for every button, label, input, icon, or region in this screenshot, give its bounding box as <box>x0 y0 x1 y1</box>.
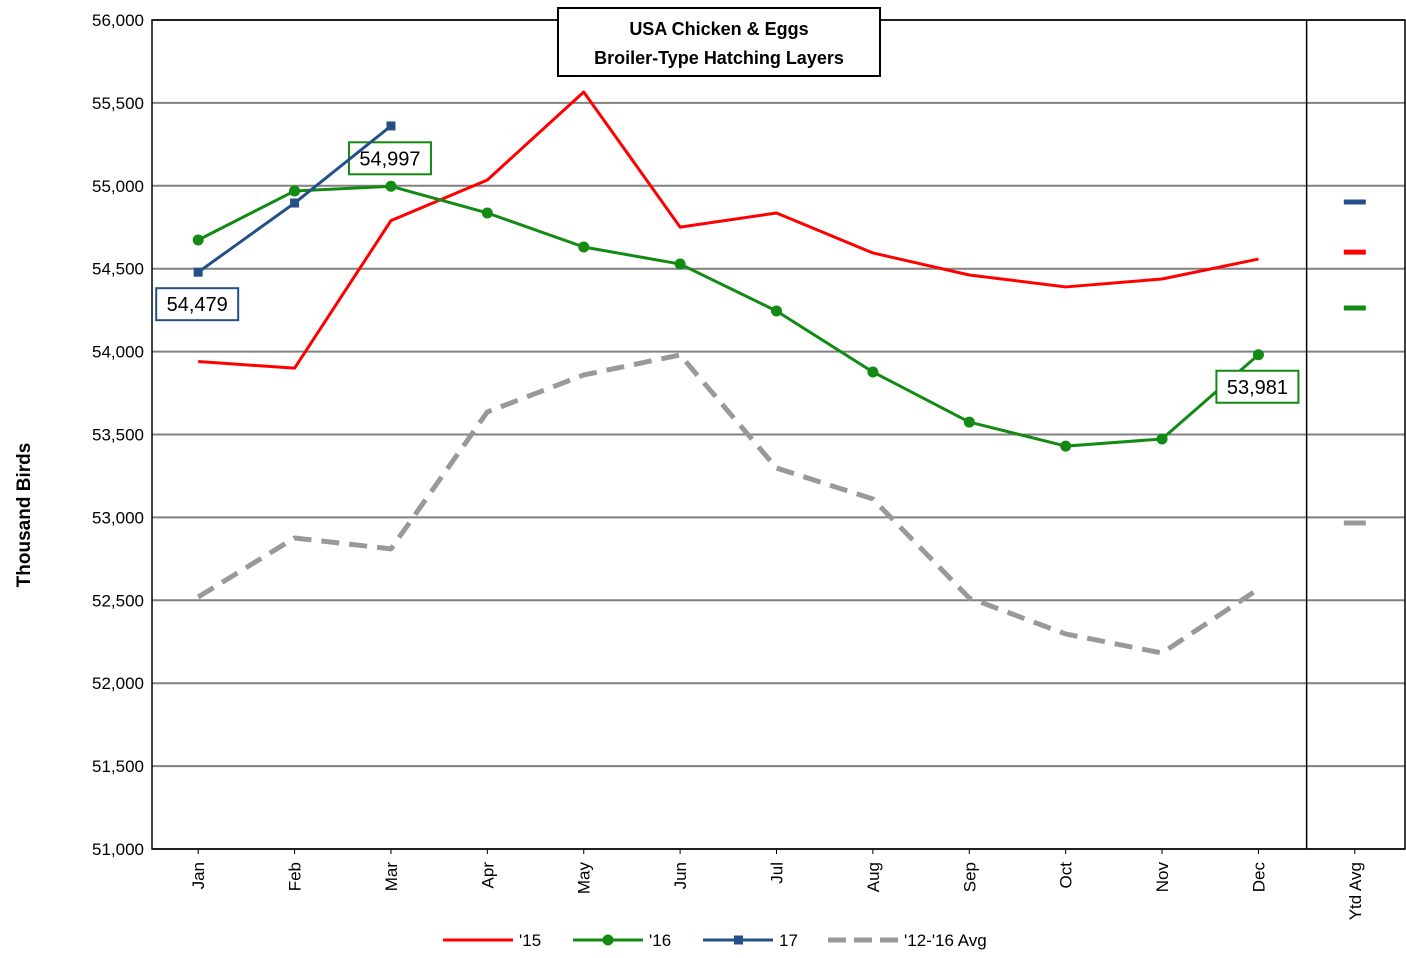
marker <box>674 258 686 270</box>
marker <box>1156 433 1168 445</box>
legend-label: 17 <box>779 931 798 950</box>
x-tick-label: Nov <box>1153 862 1172 893</box>
y-tick-label: 51,000 <box>92 840 144 859</box>
value-label-box <box>155 287 240 322</box>
y-tick-label: 54,000 <box>92 343 144 362</box>
marker <box>963 416 975 428</box>
series-line <box>198 90 1259 370</box>
series-line <box>197 184 1260 448</box>
x-tick-label: Mar <box>382 862 401 892</box>
x-tick-label: Apr <box>478 862 497 889</box>
y-tick-label: 56,000 <box>92 11 144 30</box>
legend-label: '12-'16 Avg <box>904 931 987 950</box>
x-tick-label: Jul <box>768 862 787 884</box>
y-tick-label: 53,500 <box>92 426 144 445</box>
legend-label: '16 <box>649 931 671 950</box>
y-tick-label: 52,500 <box>92 591 144 610</box>
x-tick-label: May <box>575 862 594 895</box>
marker <box>192 234 204 246</box>
y-tick-label: 53,000 <box>92 508 144 527</box>
marker <box>771 305 782 317</box>
x-tick-label: Dec <box>1249 862 1268 893</box>
x-tick-label: Jun <box>671 862 690 889</box>
marker <box>1252 349 1264 361</box>
marker <box>290 198 300 208</box>
value-label: 53,981 <box>1227 377 1288 399</box>
y-axis-label: Thousand Birds <box>14 443 35 588</box>
x-tick-label: Aug <box>864 862 883 892</box>
x-tick-label: Oct <box>1057 862 1076 889</box>
x-tick-label: Feb <box>286 862 305 891</box>
marker <box>385 180 397 192</box>
chart-subtitle: Broiler-Type Hatching Layers <box>594 48 844 68</box>
marker <box>289 185 301 197</box>
legend-marker <box>734 935 743 945</box>
marker <box>481 207 493 219</box>
y-tick-label: 55,000 <box>92 177 144 196</box>
series-line <box>196 352 1260 656</box>
marker <box>386 121 396 131</box>
chart-title: USA Chicken & Eggs <box>629 19 808 39</box>
legend-label: '15 <box>519 931 541 950</box>
y-tick-label: 54,500 <box>92 260 144 279</box>
value-label: 54,997 <box>359 148 420 170</box>
legend-marker <box>602 934 614 946</box>
marker <box>193 267 203 277</box>
x-tick-label: Sep <box>960 862 979 892</box>
value-label: 54,479 <box>167 294 228 316</box>
marker <box>578 241 590 253</box>
title-box <box>557 7 881 77</box>
y-tick-label: 55,500 <box>92 94 144 113</box>
y-tick-label: 52,000 <box>92 674 144 693</box>
marker <box>1060 440 1072 452</box>
value-label-box <box>1215 369 1300 404</box>
x-tick-label: Jan <box>189 862 208 889</box>
x-tick-label: Ytd Avg <box>1346 862 1365 920</box>
marker <box>867 366 879 378</box>
y-tick-label: 51,500 <box>92 757 144 776</box>
